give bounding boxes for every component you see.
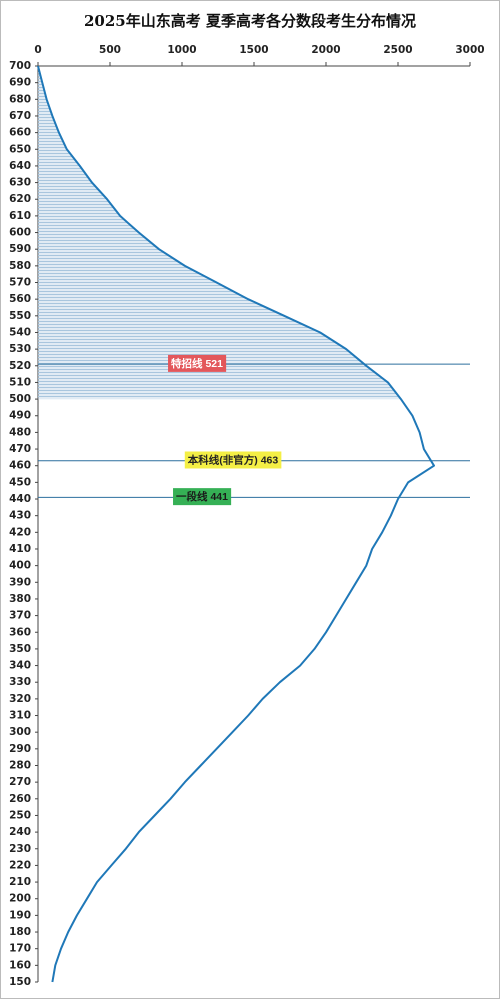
data-line [37,65,435,983]
y-tick-label: 150 [9,976,31,988]
reference-label: 一段线 441 [176,490,228,503]
y-tick-label: 400 [9,560,31,572]
shaded-area [38,66,401,400]
y-tick-label: 640 [9,160,31,172]
y-tick-label: 540 [9,326,31,338]
y-tick-label: 230 [9,843,31,855]
y-tick-label: 690 [9,77,31,89]
y-tick-label: 360 [9,626,31,638]
y-tick-label: 210 [9,876,31,888]
y-tick-label: 270 [9,776,31,788]
y-tick-label: 220 [9,859,31,871]
y-tick-label: 650 [9,143,31,155]
reference-label: 本科线(非官方) 463 [188,453,279,466]
y-tick-label: 580 [9,260,31,272]
y-tick-label: 200 [9,893,31,905]
x-tick-label: 500 [99,44,121,56]
reference-label: 特招线 521 [171,357,223,370]
y-tick-label: 390 [9,576,31,588]
y-tick-label: 410 [9,543,31,555]
y-tick-label: 320 [9,693,31,705]
y-tick-label: 370 [9,610,31,622]
y-tick-label: 600 [9,227,31,239]
y-tick-label: 300 [9,726,31,738]
y-tick-label: 420 [9,526,31,538]
y-tick-label: 460 [9,460,31,472]
y-tick-label: 560 [9,293,31,305]
y-tick-label: 280 [9,759,31,771]
y-tick-label: 520 [9,360,31,372]
x-tick-label: 1000 [167,44,196,56]
y-tick-label: 470 [9,443,31,455]
y-tick-label: 590 [9,243,31,255]
x-tick-label: 2500 [383,44,412,56]
x-tick-label: 0 [34,44,41,56]
reference-label-bg [184,451,282,469]
y-tick-label: 480 [9,426,31,438]
y-tick-label: 530 [9,343,31,355]
reference-label-bg [168,354,227,372]
y-tick-label: 610 [9,210,31,222]
y-tick-label: 350 [9,643,31,655]
y-tick-label: 190 [9,909,31,921]
y-tick-label: 340 [9,660,31,672]
y-tick-label: 170 [9,943,31,955]
chart-title: 2025年山东高考 夏季高考各分数段考生分布情况 [84,12,416,30]
reference-label-bg [173,488,232,506]
y-tick-label: 290 [9,743,31,755]
y-tick-label: 250 [9,809,31,821]
y-tick-label: 550 [9,310,31,322]
y-tick-label: 310 [9,710,31,722]
y-tick-label: 380 [9,593,31,605]
y-tick-label: 330 [9,676,31,688]
y-tick-label: 180 [9,926,31,938]
y-tick-label: 240 [9,826,31,838]
y-tick-label: 440 [9,493,31,505]
y-tick-label: 500 [9,393,31,405]
y-tick-label: 430 [9,510,31,522]
x-tick-label: 3000 [455,44,484,56]
y-tick-label: 260 [9,793,31,805]
y-tick-label: 450 [9,476,31,488]
y-tick-label: 680 [9,93,31,105]
y-tick-label: 510 [9,376,31,388]
y-tick-label: 490 [9,410,31,422]
y-tick-label: 570 [9,277,31,289]
y-tick-label: 160 [9,959,31,971]
y-tick-label: 660 [9,127,31,139]
y-tick-label: 700 [9,60,31,72]
y-tick-label: 670 [9,110,31,122]
x-tick-label: 2000 [311,44,340,56]
y-tick-label: 630 [9,177,31,189]
x-tick-label: 1500 [239,44,268,56]
y-tick-label: 620 [9,193,31,205]
